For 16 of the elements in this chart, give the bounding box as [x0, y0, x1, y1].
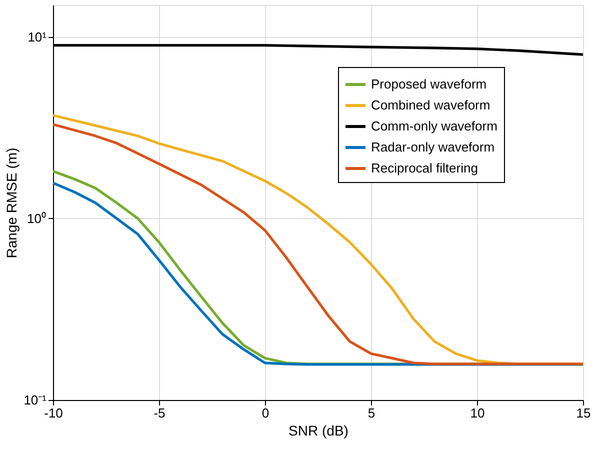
- x-tick-label: 15: [576, 406, 591, 420]
- x-tick-label: 10: [470, 406, 485, 420]
- y-tick-label: 10⁰: [27, 210, 46, 226]
- x-tick-label: -10: [44, 406, 63, 420]
- legend-label: Proposed waveform: [371, 76, 487, 92]
- y-tick-label: 10¹: [28, 29, 48, 44]
- legend-label: Reciprocal filtering: [371, 160, 478, 176]
- legend-label: Radar-only waveform: [371, 140, 495, 154]
- y-axis-title: Range RMSE (m): [4, 148, 20, 258]
- legend-label: Comm-only waveform: [371, 118, 498, 134]
- x-axis-title: SNR (dB): [288, 422, 348, 438]
- x-tick-label: 0: [262, 406, 270, 420]
- legend-label: Combined waveform: [371, 98, 490, 112]
- y-tick-label: 10⁻¹: [24, 392, 48, 408]
- x-tick-label: 5: [368, 406, 376, 420]
- x-tick-label: -5: [154, 406, 166, 420]
